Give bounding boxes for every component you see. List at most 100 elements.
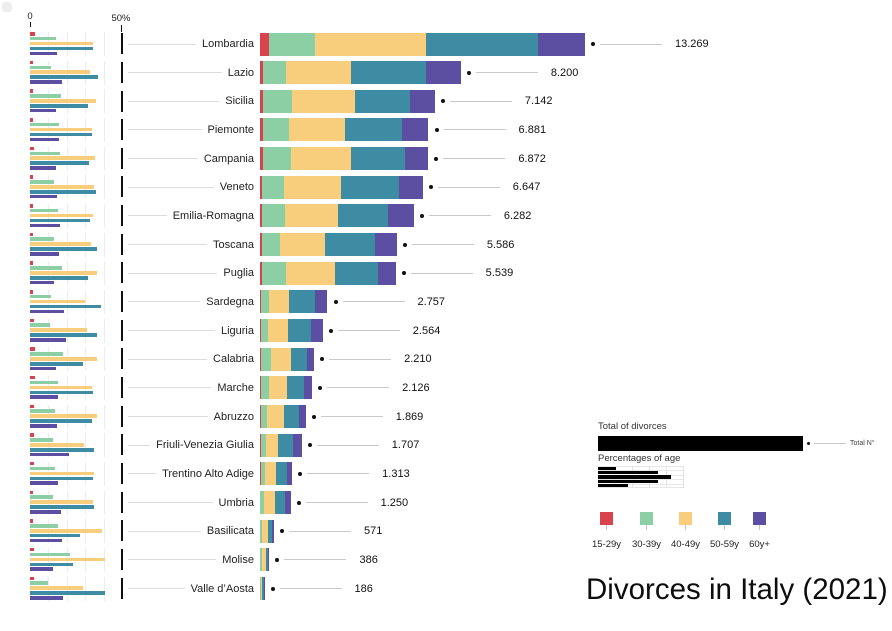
label-leader-line	[128, 358, 208, 360]
total-value: 2.757	[417, 295, 446, 308]
corner-artifact	[2, 2, 12, 12]
region-row: Molise 386	[0, 546, 892, 575]
mini-bar-30-39y	[30, 352, 64, 356]
explainer-bar	[598, 475, 671, 479]
region-label-group: Abruzzo	[121, 402, 254, 431]
total-dot	[440, 99, 445, 104]
segment-15-29y	[260, 233, 263, 257]
segment-50-59y	[267, 519, 272, 543]
segment-50-59y	[340, 175, 400, 199]
region-row: Piemonte 6.881	[0, 116, 892, 145]
region-row: Toscana 5.586	[0, 230, 892, 259]
segment-60y+	[263, 577, 265, 601]
mini-gridline	[103, 146, 105, 171]
region-label: Liguria	[220, 324, 254, 337]
total-leader-line	[305, 502, 368, 504]
stacked-bar	[260, 89, 435, 113]
stacked-bar-group: 8.200	[260, 58, 578, 87]
mini-gridline	[103, 31, 105, 56]
mini-bar-30-39y	[30, 151, 61, 156]
total-value: 7.142	[524, 95, 553, 108]
label-leader-line	[128, 158, 198, 160]
mini-percentage-chart	[30, 404, 122, 429]
legend-item-40-49: 40-49y	[666, 512, 706, 550]
fifty-percent-tick	[121, 205, 123, 227]
segment-50-59y	[351, 61, 426, 85]
mini-percentage-chart	[30, 89, 122, 114]
legend-label-50-59: 50-59y	[709, 539, 740, 550]
segment-50-59y	[289, 290, 315, 314]
mini-bar-15-29y	[30, 31, 36, 36]
stacked-bar-group: 1.313	[260, 460, 410, 489]
region-label-group: Liguria	[121, 316, 254, 345]
region-label: Veneto	[219, 181, 254, 194]
total-leader-line	[279, 588, 342, 590]
mini-percentage-chart	[30, 547, 122, 572]
segment-15-29y	[260, 319, 262, 343]
mini-bar-50-59y	[30, 132, 92, 137]
region-label: Valle d’Aosta	[190, 582, 254, 595]
region-label: Puglia	[223, 267, 254, 280]
mini-bar-15-29y	[30, 146, 34, 151]
mini-bar-30-39y	[30, 524, 58, 528]
stacked-bar	[260, 319, 323, 343]
segment-50-59y	[350, 147, 405, 171]
segment-30-39y	[262, 204, 286, 228]
stacked-bar-group: 1.250	[260, 488, 408, 517]
total-dot	[591, 42, 595, 47]
region-label: Piemonte	[207, 123, 254, 136]
stacked-bar-group: 2.126	[260, 374, 430, 403]
total-value: 5.586	[486, 238, 515, 251]
segment-50-59y	[276, 462, 288, 486]
axis-fifty-label: 50%	[111, 13, 131, 24]
stacked-bar	[260, 519, 274, 543]
legend-total-leader	[814, 443, 846, 444]
segment-60y+	[310, 319, 323, 343]
total-value: 2.210	[404, 353, 432, 366]
stacked-bar-group: 5.586	[260, 230, 514, 259]
mini-bar-15-29y	[30, 89, 33, 93]
mini-bar-15-29y	[30, 519, 33, 523]
segment-40-49y	[279, 233, 325, 257]
segment-60y+	[374, 233, 397, 257]
mini-bar-60y+	[30, 395, 58, 400]
legend-label-40-49: 40-49y	[670, 539, 701, 550]
mini-bar-15-29y	[30, 261, 33, 265]
segment-15-29y	[260, 61, 263, 85]
mini-percentage-chart	[30, 117, 122, 142]
mini-bar-60y+	[30, 510, 62, 514]
mini-bar-50-59y	[30, 75, 99, 79]
region-label-group: Campania	[121, 144, 254, 173]
region-label-group: Friuli-Venezia Giulia	[121, 431, 254, 460]
stacked-bar	[260, 118, 429, 142]
total-value: 1.707	[391, 439, 420, 452]
total-dot	[419, 213, 424, 218]
mini-percentage-chart	[30, 232, 122, 257]
total-leader-line	[329, 358, 392, 360]
total-value: 8.200	[550, 66, 579, 79]
region-label: Basilicata	[206, 525, 254, 538]
segment-50-59y	[338, 204, 389, 228]
stacked-bar-group: 2.564	[260, 316, 440, 345]
fifty-percent-tick	[121, 233, 123, 255]
region-label-group: Sardegna	[121, 288, 254, 317]
segment-50-59y	[355, 89, 411, 113]
fifty-percent-tick	[121, 434, 123, 456]
label-leader-line	[128, 502, 213, 504]
segment-50-59y	[286, 376, 305, 400]
mini-bar-15-29y	[30, 347, 35, 351]
mini-bar-15-29y	[30, 404, 34, 409]
segment-40-49y	[269, 376, 287, 400]
legend-item-15-29: 15-29y	[587, 512, 627, 550]
mini-bar-60y+	[30, 51, 57, 56]
explainer-bar	[598, 467, 616, 471]
mini-bar-30-39y	[30, 438, 53, 442]
mini-gridline	[85, 433, 87, 458]
total-dot	[320, 357, 325, 362]
segment-30-39y	[262, 175, 284, 199]
region-label-group: Basilicata	[121, 517, 254, 546]
region-row: Friuli-Venezia Giulia 1.707	[0, 431, 892, 460]
total-leader-line	[320, 416, 383, 418]
segment-40-49y	[285, 261, 336, 285]
explainer-bar	[598, 471, 658, 475]
